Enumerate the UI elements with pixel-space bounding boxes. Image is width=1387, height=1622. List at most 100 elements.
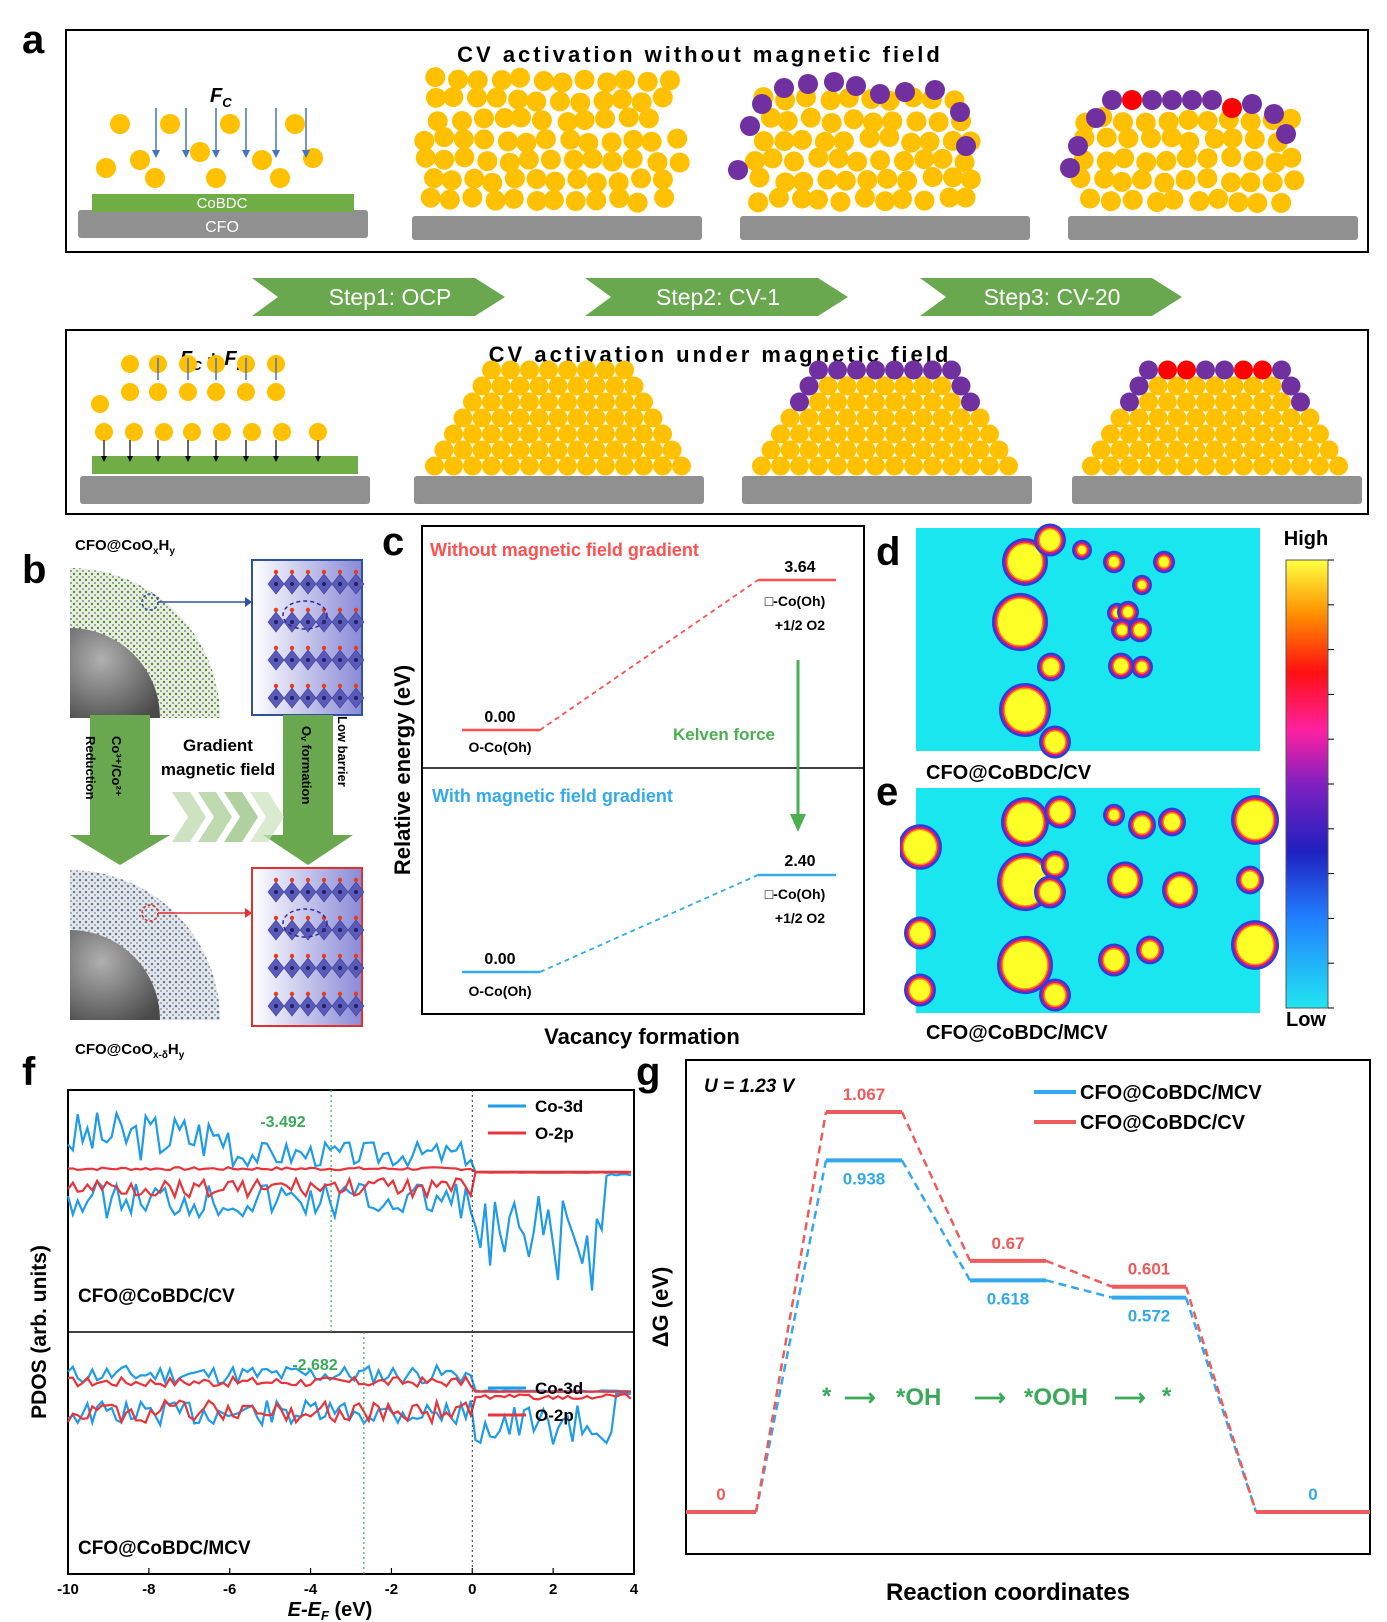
f-xtick-label: -2 [385, 1581, 398, 1598]
particle [529, 376, 549, 396]
particle [441, 170, 462, 191]
particle [608, 172, 629, 193]
particle [548, 376, 568, 396]
step-arrows: Step1: OCP Step2: CV-1 Step3: CV-20 [252, 278, 1182, 316]
particle [1110, 408, 1130, 428]
particle [828, 456, 847, 476]
particle [1310, 424, 1329, 444]
panel-g-condition: U = 1.23 V [704, 1076, 796, 1097]
particle [662, 440, 682, 460]
particle [919, 131, 940, 152]
particle [830, 191, 851, 212]
particle [285, 114, 305, 134]
particle [1253, 392, 1272, 412]
particle [508, 89, 529, 110]
f-top-legend-o: O-2p [535, 1124, 574, 1143]
colorbar [1285, 559, 1329, 1009]
particle [1224, 440, 1244, 460]
g-data-label: 0 [1308, 1485, 1317, 1504]
particle [1179, 131, 1200, 152]
particle [821, 112, 842, 133]
particle [932, 440, 952, 460]
particle [901, 132, 922, 153]
particle [501, 392, 520, 412]
g-data-label: 0 [716, 1485, 725, 1504]
particle [434, 149, 455, 170]
red-particle [1222, 98, 1242, 118]
particle [1148, 376, 1168, 396]
particle [837, 440, 857, 460]
particle [531, 110, 552, 131]
cfo-label: CFO [205, 219, 239, 236]
particle [510, 67, 531, 88]
particle [897, 171, 918, 192]
particle [596, 392, 615, 412]
g-connector [754, 1160, 828, 1513]
particle [634, 392, 653, 412]
particle [1329, 456, 1348, 476]
particle [623, 129, 644, 150]
particle [539, 392, 558, 412]
particle [482, 360, 501, 380]
particle [1319, 440, 1339, 460]
particle [1135, 112, 1156, 133]
particle [125, 423, 143, 441]
g-arrow-2: ⟶ [974, 1385, 1006, 1410]
particle [943, 167, 964, 188]
particle [593, 90, 614, 111]
particle [748, 192, 769, 213]
particle [179, 383, 197, 401]
particle [777, 110, 798, 131]
particle [1158, 111, 1179, 132]
particle [520, 392, 539, 412]
f-xtick-label: 4 [630, 1581, 639, 1598]
particle [768, 187, 789, 208]
particle [1177, 392, 1196, 412]
g-connector [900, 1159, 972, 1281]
f-xtick-label: -6 [223, 1581, 236, 1598]
particle [605, 440, 625, 460]
particle [877, 168, 898, 189]
particle [586, 376, 606, 396]
map-d [916, 528, 1260, 751]
particle [882, 111, 903, 132]
particle [472, 376, 492, 396]
particle [1094, 168, 1115, 189]
particle [913, 440, 933, 460]
particle [473, 108, 494, 129]
particle [474, 129, 495, 150]
particle [970, 440, 990, 460]
particle [145, 168, 165, 188]
particle [866, 424, 885, 444]
particle [451, 110, 472, 131]
particle [627, 192, 648, 213]
particle [596, 360, 615, 380]
core-bottom [70, 930, 160, 1020]
particle [567, 169, 588, 190]
particle [463, 456, 482, 476]
particle [558, 392, 577, 412]
panel-g-letter: g [636, 1050, 661, 1094]
crystal-bottom-structure [267, 877, 365, 1017]
particle [1253, 456, 1272, 476]
purple-particle [828, 360, 847, 380]
f-xtick-label: 0 [468, 1581, 476, 1598]
particle [1205, 408, 1225, 428]
particle [654, 187, 675, 208]
particle [1136, 152, 1157, 173]
f-xtick-label: 2 [549, 1581, 557, 1598]
particle [1244, 129, 1265, 150]
particle [427, 111, 448, 132]
particle [875, 191, 896, 212]
g-data-label: 1.067 [843, 1085, 886, 1104]
step3-arrow [920, 278, 1182, 316]
panel-f-xlabel: E-EF (eV) [288, 1599, 373, 1622]
red-particle [1177, 360, 1196, 380]
particle [501, 456, 520, 476]
particle [631, 168, 652, 189]
particle [790, 456, 809, 476]
particle [1234, 424, 1253, 444]
particle [833, 131, 854, 152]
purple-particle [1102, 90, 1122, 110]
particle [540, 149, 561, 170]
